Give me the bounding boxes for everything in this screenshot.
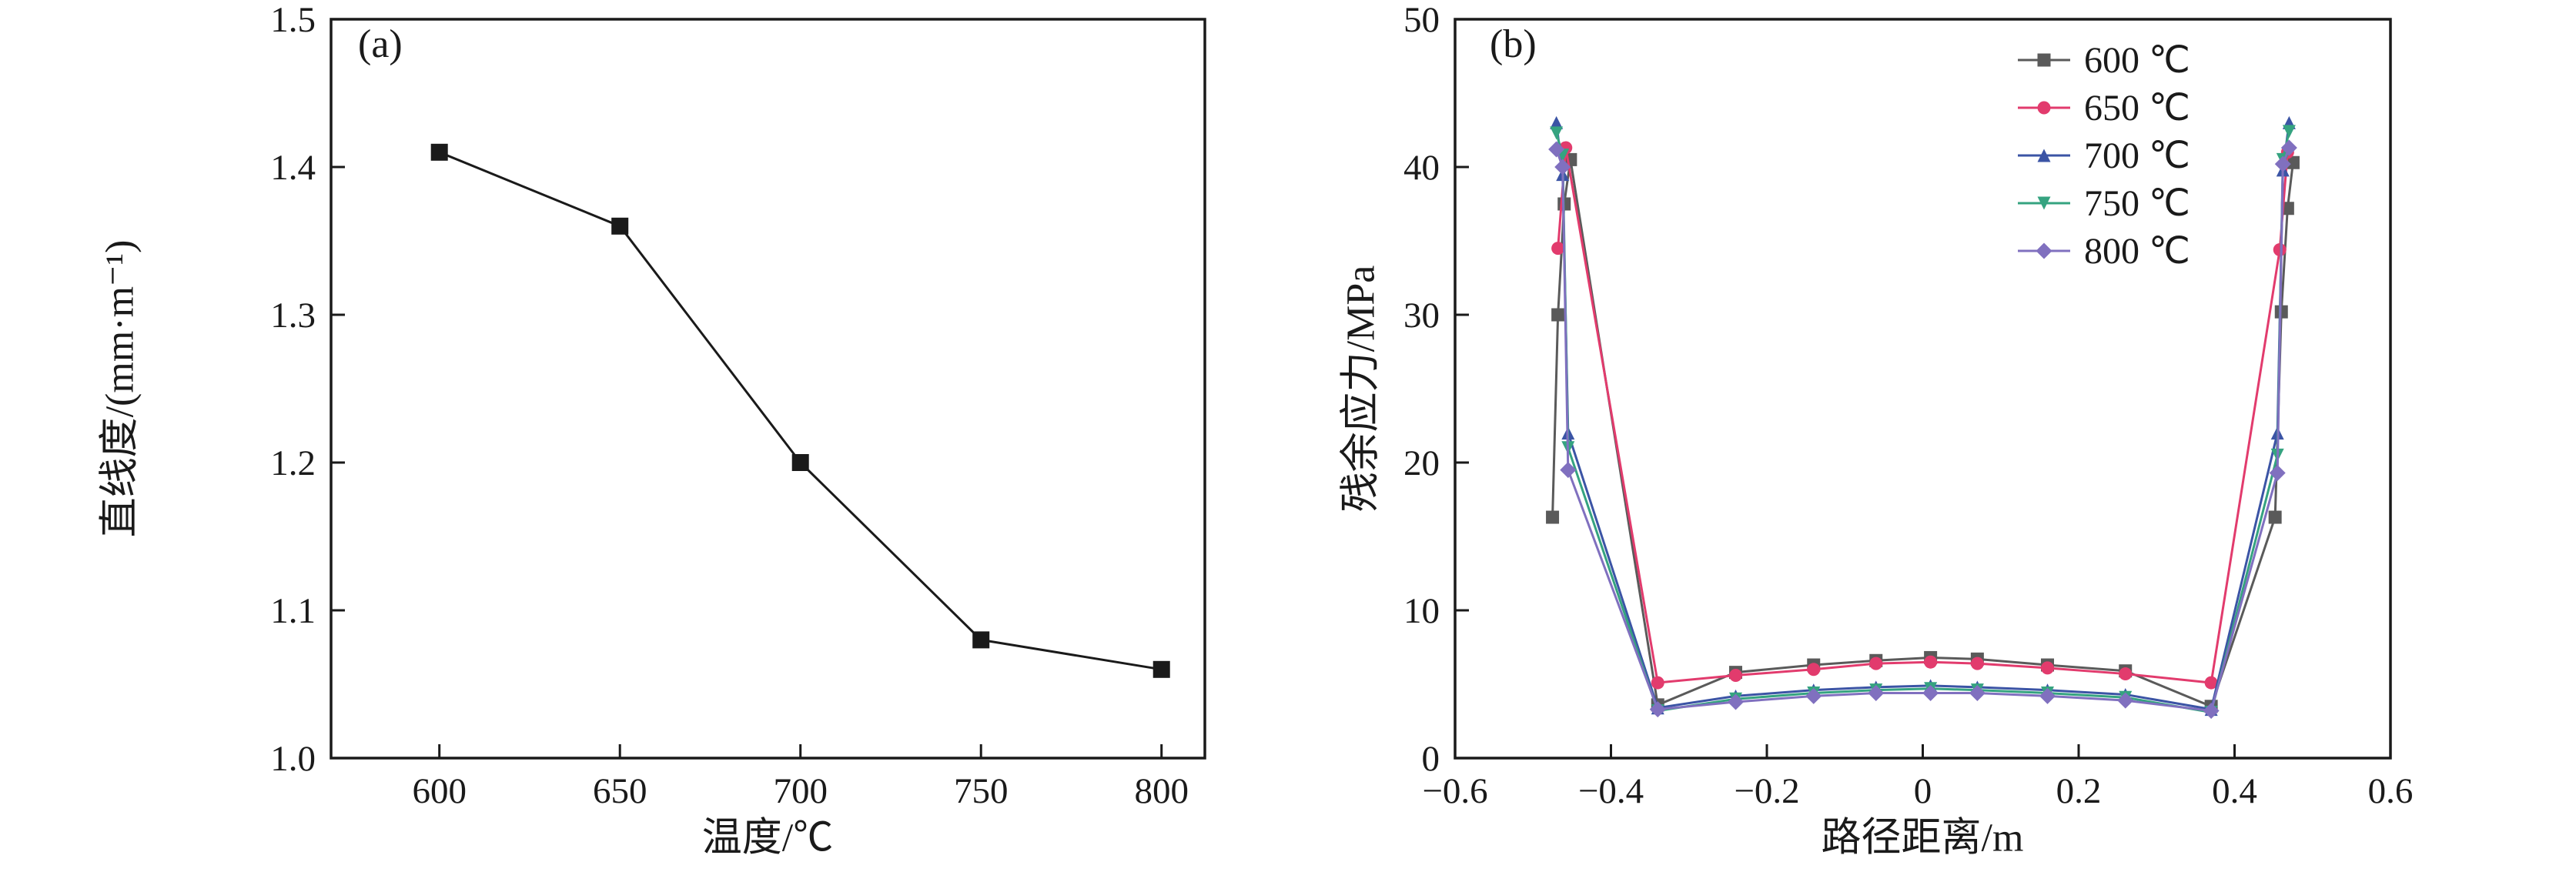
y-tick-label: 20 [1403,443,1440,483]
legend-label: 750 ℃ [2084,183,2190,224]
x-tick-label: 0.6 [2368,771,2414,811]
y-tick-label: 1.3 [270,296,316,336]
chart-b-xlabel: 路径距离/m [1821,816,2024,860]
series-800 ℃ [1548,139,2297,720]
axis-box [330,18,1206,760]
legend-label: 600 ℃ [2084,40,2190,81]
x-tick-label: 750 [954,771,1009,811]
panel-a-label: (a) [358,22,403,66]
y-tick-label: 30 [1403,296,1440,336]
x-tick-label: 800 [1134,771,1189,811]
x-tick-label: −0.2 [1734,771,1799,811]
chart-a-ylabel: 直线度/(mm·m⁻¹) [98,239,142,538]
x-tick-label: 0.4 [2212,771,2257,811]
y-tick-label: 40 [1403,148,1440,188]
x-tick-label: 0.2 [2056,771,2102,811]
panel-b-label: (b) [1490,22,1537,66]
legend-label: 700 ℃ [2084,135,2190,176]
x-tick-label: −0.6 [1422,771,1487,811]
axes: 600 650 700 750 800 1.0 1.1 1.2 1.3 1.4 1.5 [270,0,1189,811]
chart-a-xlabel: 温度/℃ [701,816,834,860]
legend-label: 650 ℃ [2084,88,2190,129]
chart-a-canvas: 600 650 700 750 800 1.0 1.1 1.2 1.3 1.4 1.5 [270,0,1206,811]
y-tick-label: 1.5 [270,0,316,40]
chart-b-canvas: −0.6 −0.4 −0.2 0 0.2 0.4 0.6 0 10 20 30 40 50 600 ℃ 65… [1403,0,2413,811]
y-tick-label: 1.4 [270,148,316,188]
x-tick-label: 0 [1914,771,1932,811]
y-tick-label: 1.2 [270,443,316,483]
y-tick-label: 0 [1422,739,1440,779]
series-0 [430,143,1170,678]
legend: 600 ℃ 650 ℃ 700 ℃ 750 ℃ 800 ℃ [2018,40,2190,272]
x-tick-label: 650 [593,771,647,811]
chart-b-ylabel: 残余应力/MPa [1339,265,1383,513]
y-tick-label: 10 [1403,591,1440,631]
y-tick-label: 1.1 [270,591,316,631]
x-tick-label: −0.4 [1578,771,1644,811]
y-tick-label: 1.0 [270,739,316,779]
x-tick-label: 600 [412,771,467,811]
y-tick-label: 50 [1403,0,1440,40]
legend-label: 800 ℃ [2084,231,2190,272]
axes: −0.6 −0.4 −0.2 0 0.2 0.4 0.6 0 10 20 30 40 50 [1403,0,2413,811]
axis-box [1454,18,2392,760]
series-650 ℃ [1551,141,2294,690]
x-tick-label: 700 [773,771,828,811]
